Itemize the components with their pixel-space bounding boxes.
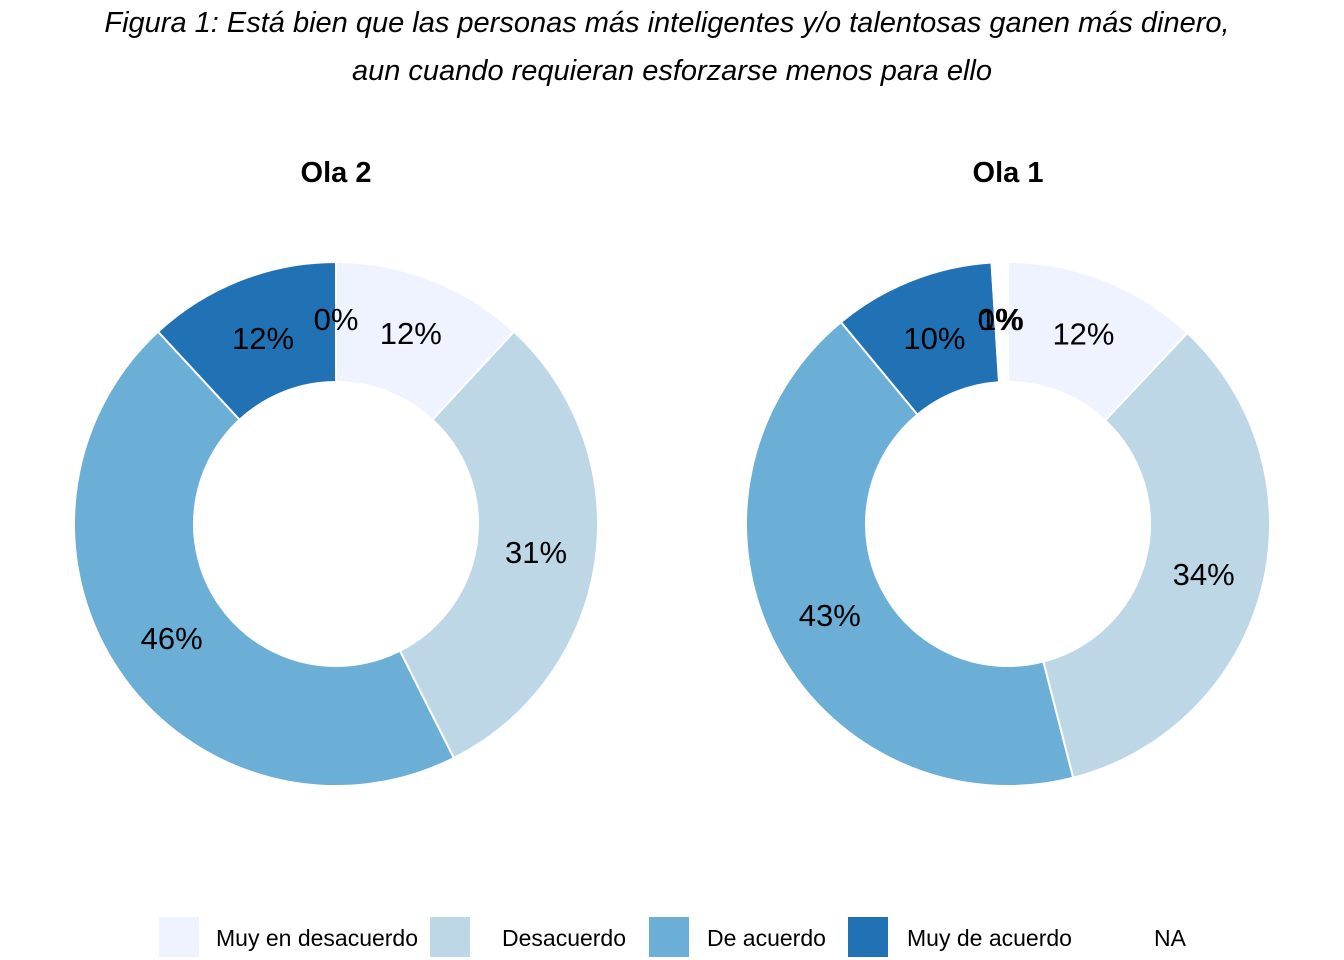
slice-label-na: 1% (979, 302, 1024, 337)
slice-desacuerdo (398, 330, 599, 760)
slice-label-de-acuerdo: 43% (799, 598, 861, 633)
chart-title: Figura 1: Está bien que las personas más… (104, 7, 1229, 39)
legend-key-desacuerdo (430, 917, 470, 957)
legend-label-na: NA (1154, 925, 1187, 951)
chart-subtitle: aun cuando requieran esforzarse menos pa… (352, 55, 992, 87)
slice-label-muy-de-acuerdo: 10% (903, 321, 965, 356)
slice-muy-de-acuerdo (156, 260, 337, 422)
panel-title: Ola 1 (973, 157, 1044, 189)
slice-label-desacuerdo: 34% (1173, 557, 1235, 592)
panel-ola-2: Ola 2 12% 31% 46% 12% 0% (73, 157, 599, 787)
slice-label-muy-en-desacuerdo: 12% (380, 316, 442, 351)
legend-label-muy-de-acuerdo: Muy de acuerdo (907, 925, 1072, 951)
slice-label-extra: 0% (978, 302, 1023, 337)
legend-key-de-acuerdo (649, 917, 689, 957)
slice-label-de-acuerdo: 46% (141, 621, 203, 656)
slice-desacuerdo (1042, 331, 1271, 779)
slice-label-muy-de-acuerdo: 12% (232, 321, 294, 356)
legend-key-na (1096, 917, 1136, 957)
slice-de-acuerdo (73, 330, 456, 787)
slice-label-desacuerdo: 31% (505, 535, 567, 570)
legend-key-muy-de-acuerdo (848, 917, 888, 957)
legend-label-muy-en-desacuerdo: Muy en desacuerdo (216, 925, 418, 951)
legend-label-desacuerdo: Desacuerdo (502, 925, 626, 951)
slice-label-muy-en-desacuerdo: 12% (1052, 316, 1114, 351)
panel-title: Ola 2 (301, 157, 372, 189)
legend-label-de-acuerdo: De acuerdo (707, 925, 826, 951)
legend-key-muy-en-desacuerdo (159, 917, 199, 957)
slice-de-acuerdo (745, 320, 1075, 787)
panel-ola-1: Ola 1 12% 34% 43% 10% 1%0% (745, 157, 1271, 787)
slice-label-na: 0% (314, 302, 359, 337)
slice-na (990, 260, 1009, 384)
legend: Muy en desacuerdo Desacuerdo De acuerdo Muy… (159, 917, 1187, 957)
